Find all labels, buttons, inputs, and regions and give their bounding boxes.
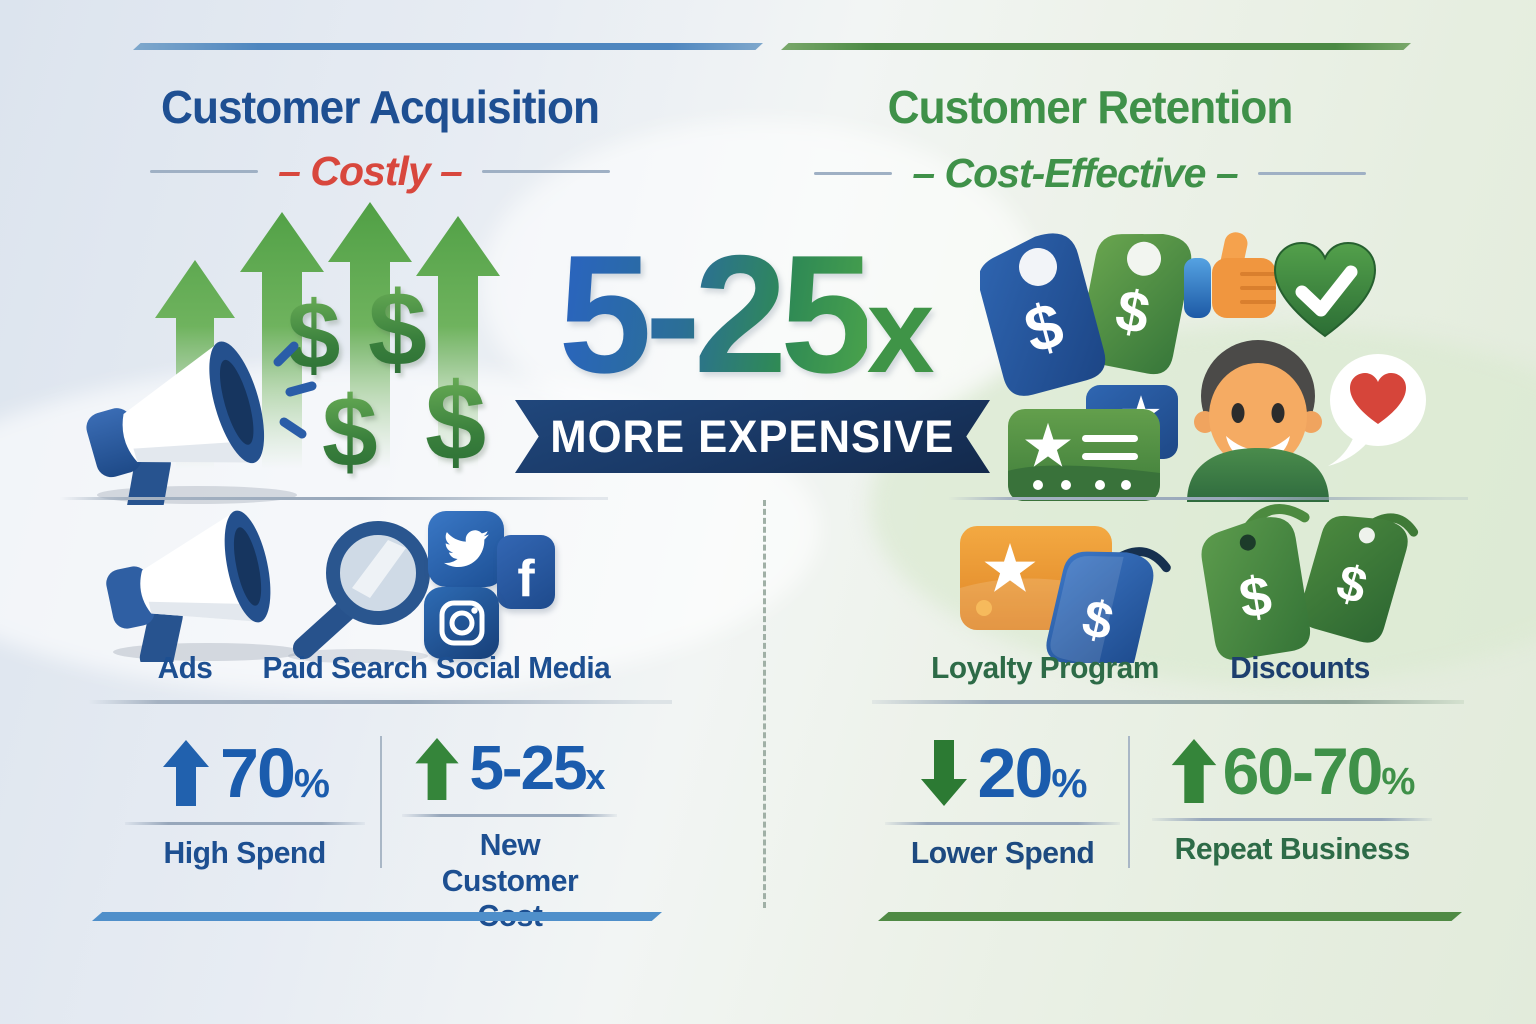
stat-value: 5-25 (469, 734, 587, 803)
dollar-sign-icon: $ (425, 361, 487, 484)
heart-check-icon (1273, 241, 1377, 338)
stat-separator (1128, 736, 1130, 868)
stat-new-customer-cost: 5-25x New Customer Cost (402, 738, 617, 934)
top-rule-left (133, 43, 763, 50)
multiplier-value: 5-25 (558, 220, 873, 408)
acquisition-title: Customer Acquisition (161, 81, 600, 133)
center-dashed-divider (763, 500, 766, 908)
loyalty-program-icon: $ (960, 526, 1171, 663)
more-expensive-banner: MORE EXPENSIVE (515, 400, 990, 473)
stat-lower-spend: 20% Lower Spend (885, 738, 1120, 871)
bottom-rule-left (92, 912, 662, 921)
up-arrow-icon (1171, 739, 1216, 803)
section-divider-right (948, 497, 1468, 500)
down-arrow-icon (920, 740, 967, 806)
stat-suffix: % (1381, 760, 1415, 803)
stat-suffix: % (1051, 760, 1087, 806)
instagram-icon (424, 587, 499, 659)
top-rule-right (781, 43, 1411, 50)
dollar-sign-icon: $ (322, 376, 378, 488)
happy-customer-avatar (1187, 340, 1329, 502)
stats-divider-left (88, 700, 672, 704)
bottom-rule-right (878, 912, 1462, 921)
stat-underline (885, 822, 1120, 825)
stat-suffix: x (585, 756, 606, 797)
up-arrow-icon (415, 738, 460, 800)
stat-underline (402, 814, 617, 817)
dollar-sign-icon: $ (368, 270, 427, 388)
ads-label: Ads (157, 650, 213, 685)
stat-high-spend: 70% High Spend (125, 738, 365, 871)
stat-underline (1152, 818, 1432, 821)
heart-speech-bubble-icon (1328, 354, 1426, 466)
discounts-label: Discounts (1230, 650, 1370, 685)
discount-tags-icon: $ $ (1201, 504, 1419, 660)
dollar-sign-icon: $ (287, 282, 341, 389)
stat-label: High Spend (163, 835, 327, 870)
section-divider-left (60, 497, 608, 500)
stats-divider-right (872, 700, 1464, 704)
subtitle-line-left (150, 170, 259, 173)
stat-suffix: % (293, 760, 330, 806)
stat-value: 20 (977, 734, 1054, 812)
stat-separator (380, 736, 382, 868)
ads-megaphone-icon (106, 510, 303, 662)
acquisition-subtitle: – Costly – (278, 148, 463, 194)
retention-subtitle: – Cost-Effective – (912, 150, 1238, 196)
facebook-f-glyph: f (517, 550, 535, 608)
stat-label: Repeat Business (1174, 831, 1410, 866)
up-arrow-icon (163, 740, 210, 806)
stat-value: 70 (220, 734, 296, 812)
stat-label: Lower Spend (910, 835, 1095, 870)
social-media-label: Social Media (435, 650, 611, 685)
subtitle-line-left (814, 172, 893, 175)
thumbs-up-icon (1184, 232, 1276, 318)
subtitle-line-right (1257, 172, 1366, 175)
multiplier-headline: 5-25x (520, 218, 970, 411)
retention-header: Customer Retention – Cost-Effective – (810, 80, 1370, 197)
retention-title: Customer Retention (887, 81, 1294, 133)
stat-value: 60-70 (1222, 734, 1384, 808)
price-tags-icon: $ $ (980, 233, 1192, 396)
acquisition-header: Customer Acquisition – Costly – (60, 80, 700, 195)
paid-search-magnifier-icon (288, 521, 430, 663)
loyalty-program-label: Loyalty Program (931, 650, 1159, 685)
twitter-icon (428, 511, 504, 587)
stat-underline (125, 822, 365, 825)
paid-search-label: Paid Search (262, 650, 428, 685)
stat-repeat-business: 60-70% Repeat Business (1152, 738, 1432, 867)
multiplier-suffix: x (866, 262, 935, 398)
subtitle-line-right (481, 170, 610, 173)
background-glow-center (480, 120, 1040, 450)
banner-label: MORE EXPENSIVE (550, 410, 955, 462)
megaphone-icon (86, 341, 317, 505)
facebook-icon: f (497, 535, 555, 609)
loyalty-cards-icon (1008, 385, 1178, 501)
